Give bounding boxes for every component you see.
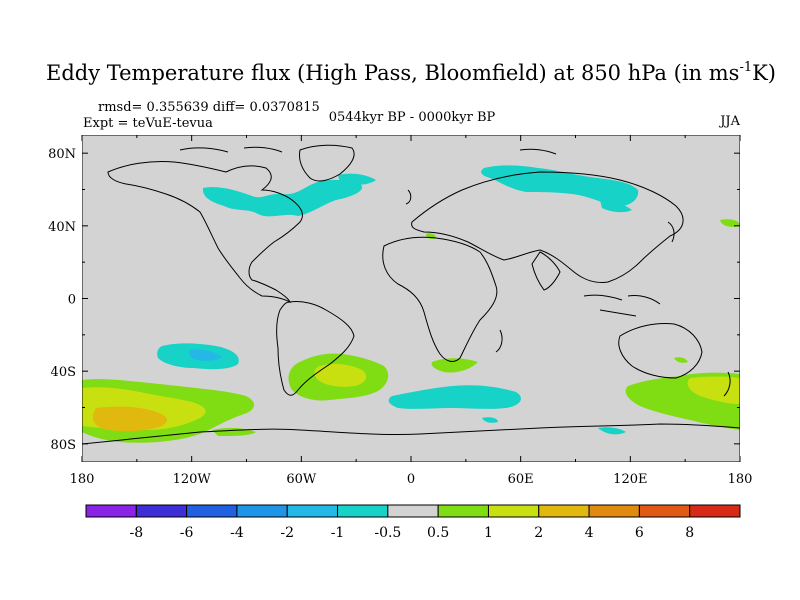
coast-new-zealand [723, 371, 731, 397]
season-label: JJA [718, 114, 740, 129]
coast-japan [667, 221, 675, 243]
contour-south-indian-ocean [388, 385, 521, 409]
contour-north-atlantic [338, 173, 376, 185]
lon-tick-label: 60E [508, 472, 534, 487]
colorbar-swatch [437, 504, 489, 518]
colorbar-swatch [186, 504, 238, 518]
colorbar-swatch [387, 504, 439, 518]
lon-tick-label: 120E [613, 472, 647, 487]
experiment-label: Expt = teVuE-tevua [83, 116, 213, 131]
contour-east-australia [674, 357, 688, 363]
coast-africa [382, 236, 498, 362]
coast-india [531, 251, 561, 291]
lon-tick-label: 120W [173, 472, 212, 487]
colorbar-swatch [689, 504, 741, 518]
colorbar-swatch [85, 504, 137, 518]
figure-title: Eddy Temperature flux (High Pass, Bloomf… [46, 60, 776, 85]
lat-tick-label: 40S [51, 365, 76, 380]
colorbar-label: -8 [129, 525, 143, 541]
period-label: 0544kyr BP - 0000kyr BP [329, 110, 496, 125]
coast-greenland [299, 144, 355, 182]
colorbar-swatch [588, 504, 640, 518]
colorbar-swatch [487, 504, 540, 518]
colorbar-swatch [236, 504, 288, 518]
contour-siberia [600, 200, 632, 213]
stats-label: rmsd= 0.355639 diff= 0.0370815 [98, 100, 320, 115]
contour-south-pacific-core [188, 349, 222, 361]
colorbar-label: 2 [534, 525, 543, 541]
colorbar-label: -1 [331, 525, 345, 541]
lon-tick-label: 60W [286, 472, 317, 487]
colorbar-swatch [286, 504, 339, 518]
lat-tick-labels: 80N 40N 0 40S 80S [48, 147, 76, 453]
colorbar-label: 4 [585, 525, 594, 541]
colorbar-label: 0.5 [427, 525, 449, 541]
colorbar-swatch [337, 504, 389, 518]
coast-indonesia [583, 294, 661, 317]
coast-north-america [107, 161, 303, 304]
lon-tick-label: 180 [70, 472, 95, 487]
colorbar-label: -4 [230, 525, 244, 541]
lon-tick-label: 0 [407, 472, 415, 487]
map-panel [82, 135, 740, 462]
colorbar-swatch [538, 504, 590, 518]
colorbar-label: -6 [180, 525, 194, 541]
contour-pacific-green [720, 219, 740, 227]
colorbar-swatch [135, 504, 188, 518]
anomaly-fill [82, 165, 740, 443]
colorbar-labels: -8 -6 -4 -2 -1 -0.5 0.5 1 2 4 6 8 [129, 525, 694, 541]
colorbar-label: -2 [280, 525, 294, 541]
lat-tick-label: 80N [48, 147, 76, 162]
contour-north-america [202, 179, 363, 217]
lon-tick-labels: 180 120W 60W 0 60E 120E 180 [70, 472, 753, 487]
contour-southern-orange-west [92, 406, 167, 432]
contour-south-indian-cyan-3 [482, 417, 498, 423]
contour-eurasia [481, 165, 639, 207]
coastlines [82, 144, 740, 445]
colorbar-label: 6 [635, 525, 644, 541]
colorbar [85, 504, 741, 518]
colorbar-label: 8 [685, 525, 694, 541]
coast-eurasia [411, 171, 684, 283]
coast-british-isles [405, 189, 412, 205]
contour-south-africa [431, 358, 478, 373]
lat-tick-label: 0 [68, 293, 76, 308]
lon-tick-label: 180 [728, 472, 753, 487]
lat-tick-label: 80S [51, 438, 76, 453]
contour-south-atlantic-yellow [314, 363, 367, 387]
coast-australia [618, 323, 703, 379]
lat-tick-label: 40N [48, 220, 76, 235]
colorbar-label: 1 [484, 525, 493, 541]
colorbar-swatch [638, 504, 691, 518]
coast-antarctica [82, 423, 740, 445]
colorbar-label: -0.5 [374, 525, 401, 541]
coast-south-america [276, 301, 355, 396]
tick-marks [81, 135, 741, 462]
coast-madagascar [495, 329, 503, 353]
contour-south-indian-cyan-2 [598, 427, 626, 435]
coast-arctic-islands [179, 146, 557, 155]
contour-australia-yellow [687, 376, 740, 404]
